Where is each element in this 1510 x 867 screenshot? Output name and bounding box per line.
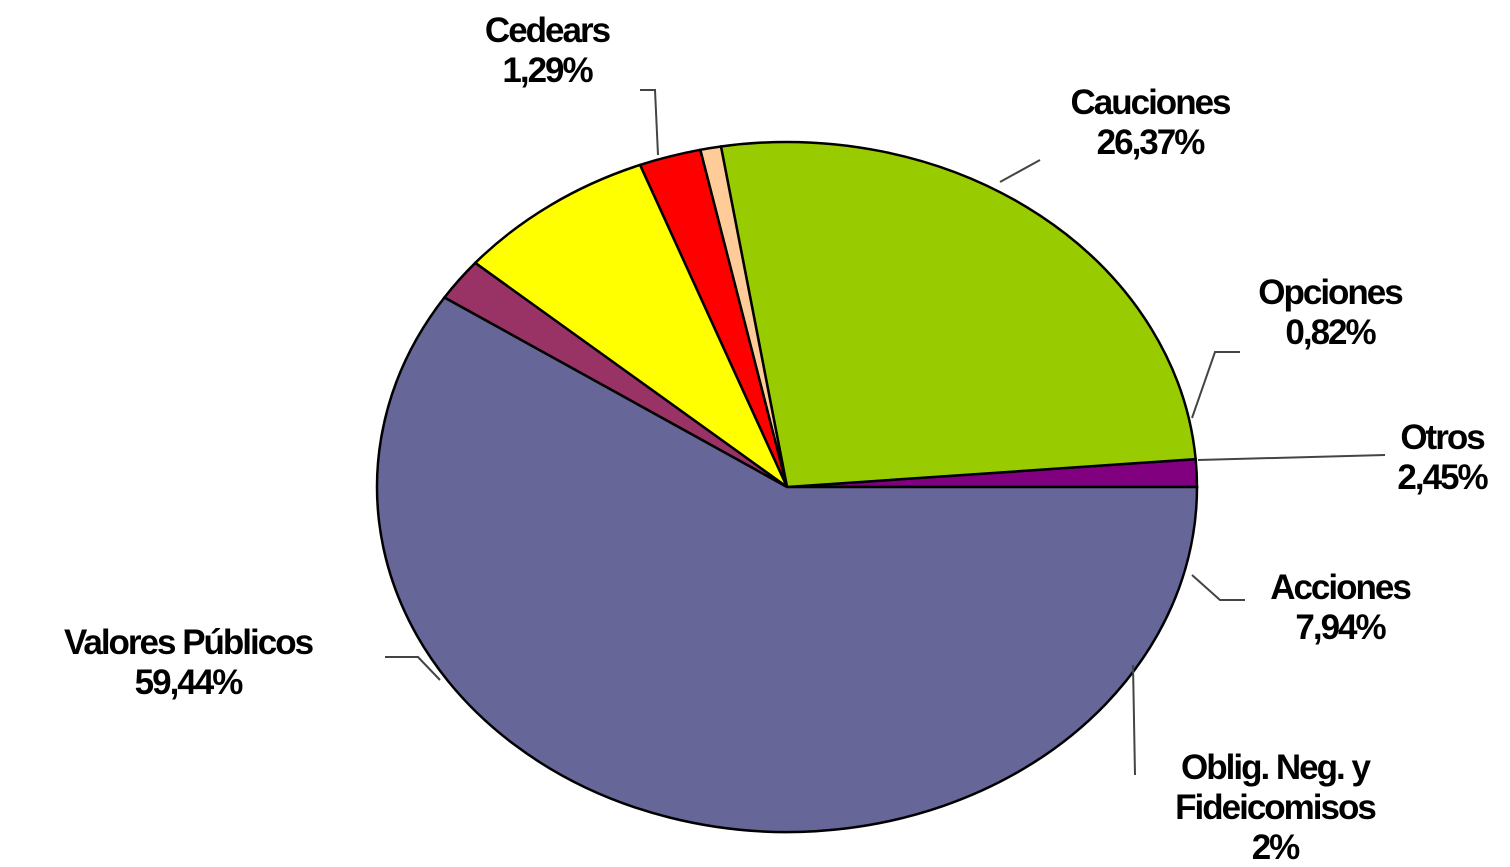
leader-line-valores-publicos xyxy=(385,656,441,681)
data-label-category: Cauciones xyxy=(1071,83,1232,122)
data-label-category: Otros xyxy=(1400,418,1485,457)
data-label-category: Acciones xyxy=(1270,568,1411,607)
pie-slice-cauciones xyxy=(719,140,1198,489)
data-label-value: 2% xyxy=(1252,828,1300,867)
data-label-value: 7,94% xyxy=(1295,608,1386,647)
data-label-category: Cedears xyxy=(485,11,611,50)
leader-line-cauciones xyxy=(999,159,1041,183)
leader-lines xyxy=(385,89,1386,776)
data-label-value: 26,37% xyxy=(1097,123,1206,162)
leader-line-otros xyxy=(1197,454,1386,461)
data-label-value: 2,45% xyxy=(1397,458,1488,497)
data-label-category: Valores Públicos xyxy=(64,623,314,662)
pie-slices xyxy=(375,140,1199,834)
pie-slice-acciones xyxy=(473,163,791,491)
leader-line-oblig-neg-y-fideicomisos xyxy=(1132,664,1136,776)
data-label-value: 1,29% xyxy=(502,51,593,90)
data-label-value: 59,44% xyxy=(135,663,244,702)
leader-line-cedears xyxy=(640,89,659,156)
leader-line-opciones xyxy=(1191,351,1240,419)
leader-line-acciones xyxy=(1191,574,1245,601)
data-label-category: Oblig. Neg. y xyxy=(1181,748,1371,787)
data-label-category: Opciones xyxy=(1258,273,1403,312)
data-label-category: Fideicomisos xyxy=(1175,788,1376,827)
data-label-value: 0,82% xyxy=(1285,313,1376,352)
